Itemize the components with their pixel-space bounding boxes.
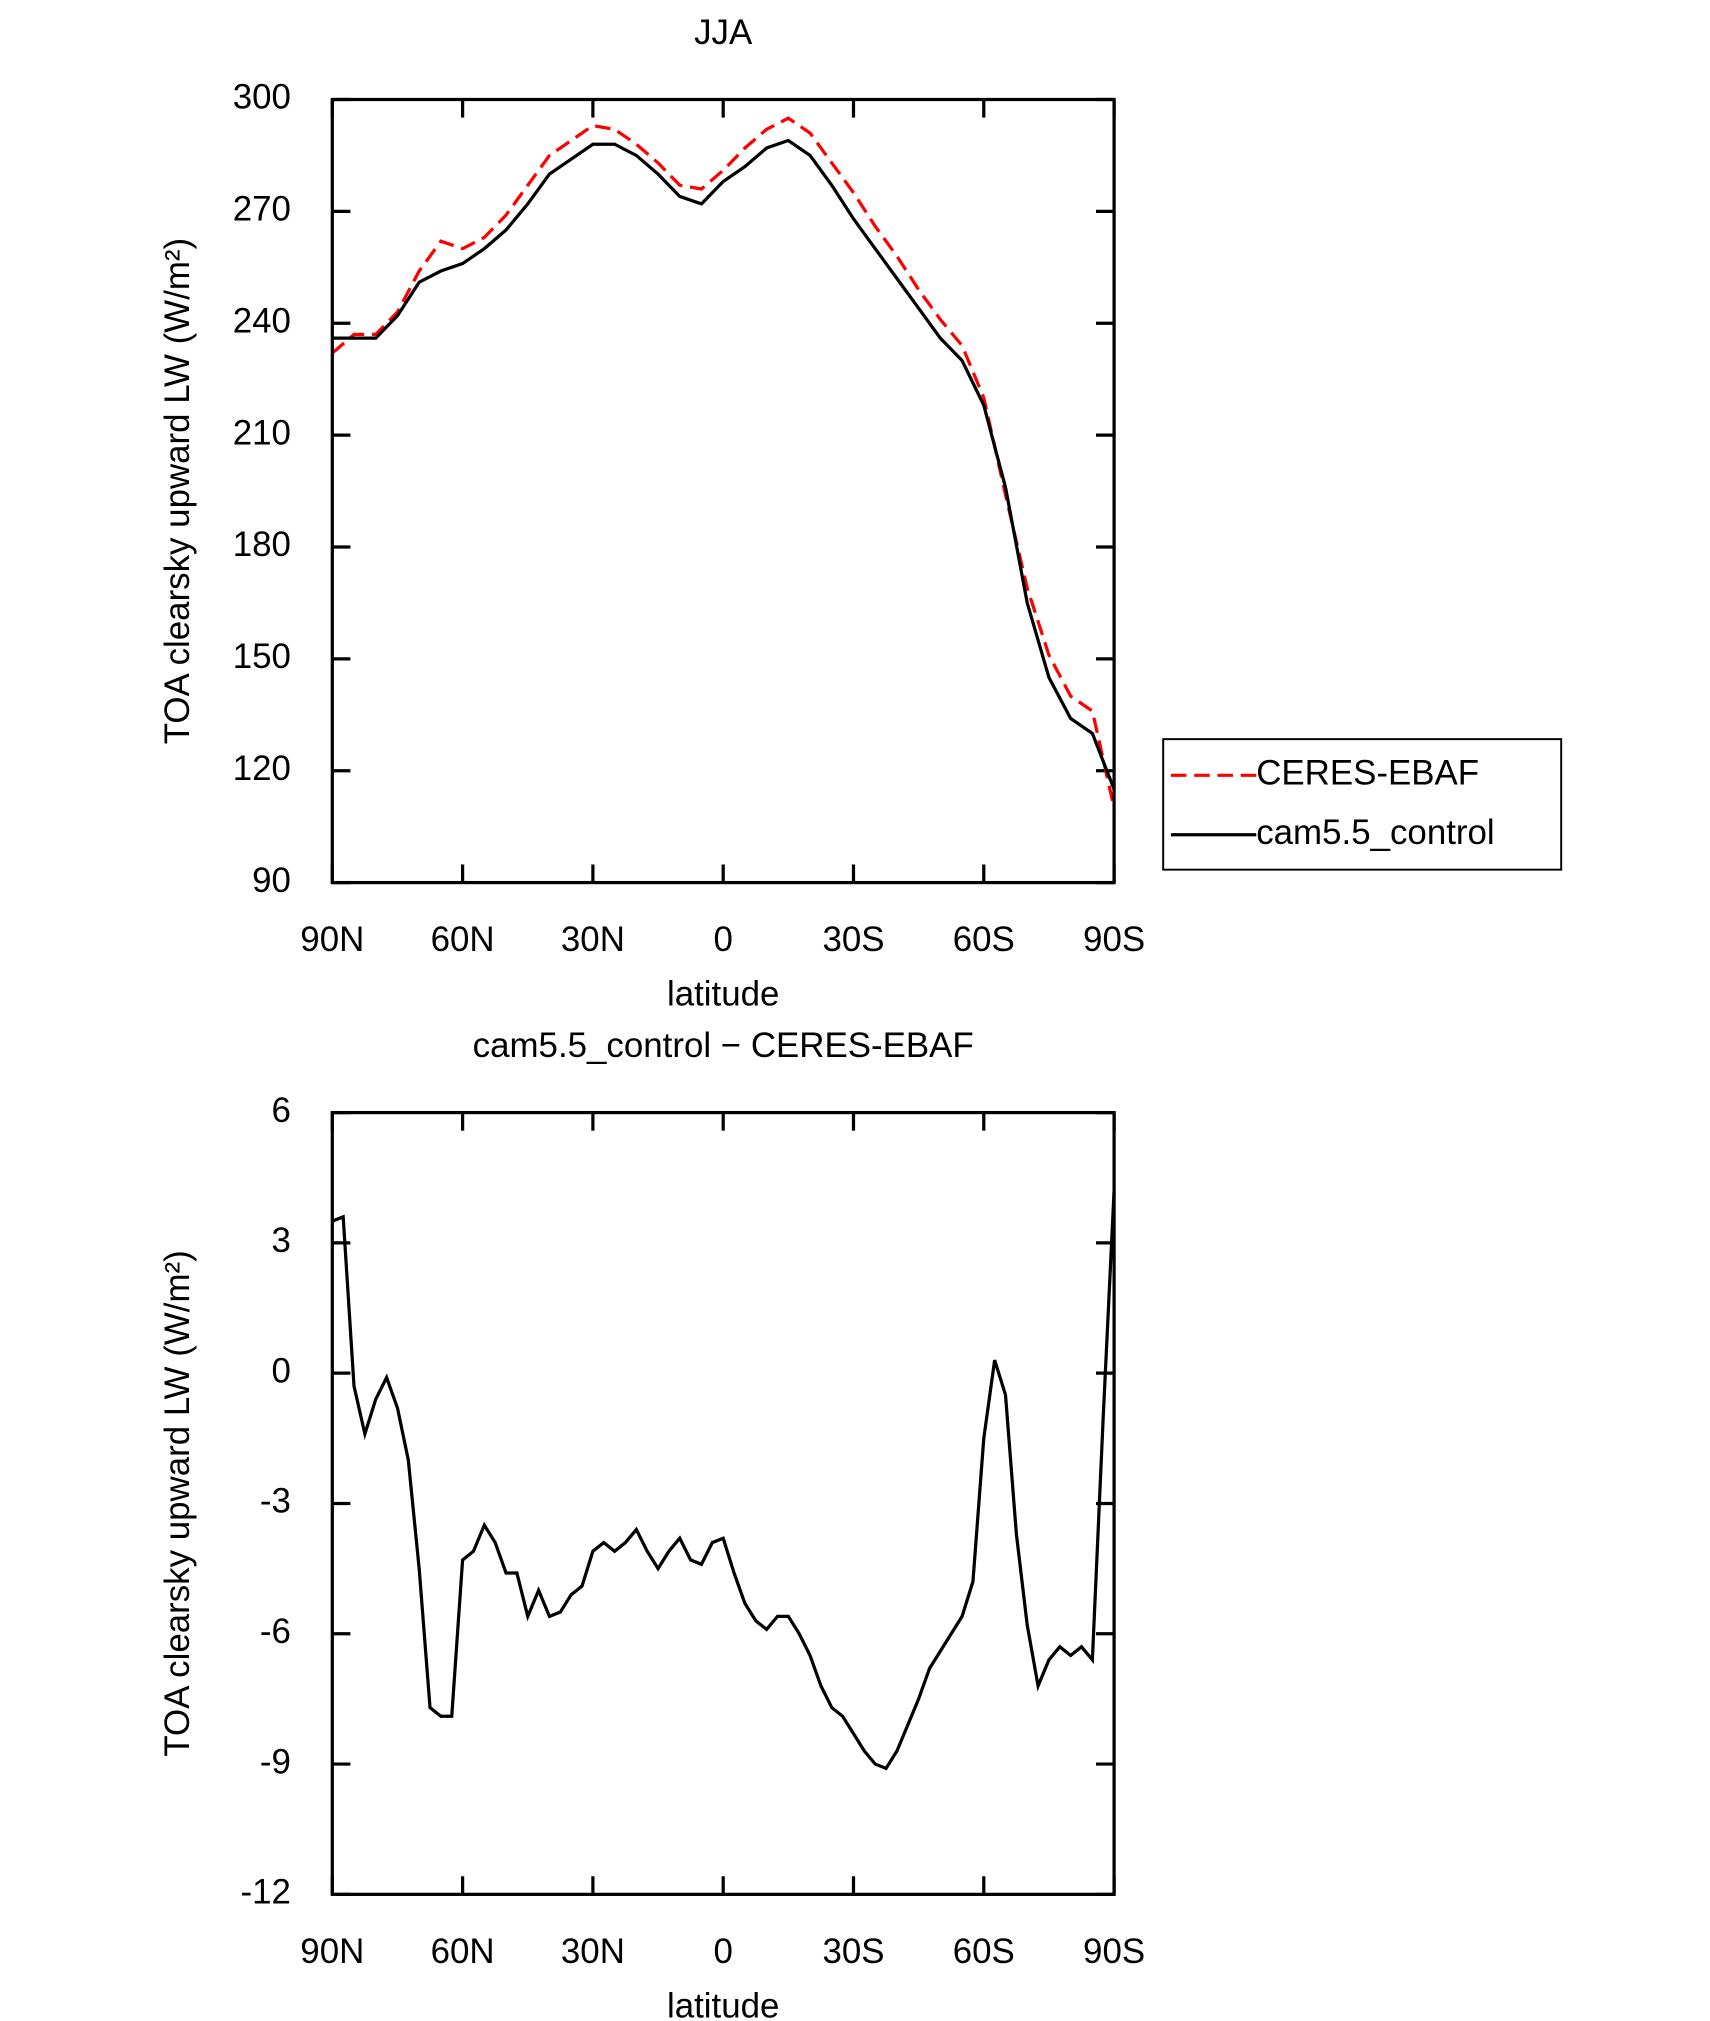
y-tick-label: -12: [241, 1873, 291, 1912]
x-tick-label: 30S: [822, 920, 884, 959]
chart-title: cam5.5_control − CERES-EBAF: [473, 1026, 974, 1065]
x-tick-label: 90N: [300, 920, 364, 959]
y-tick-label: 120: [233, 749, 291, 788]
x-tick-label: 60N: [431, 1932, 495, 1971]
plot: cam5.5_control − CERES-EBAF latitude TOA c…: [158, 1026, 1145, 2021]
x-axis-label: latitude: [667, 975, 779, 1014]
chart-title: JJA: [694, 13, 753, 52]
x-tick-label: 90N: [300, 1932, 364, 1971]
y-tick-label: -9: [260, 1742, 291, 1781]
plot-frame: [330, 1110, 1116, 1896]
y-tick-label: 150: [233, 637, 291, 676]
x-tick-label: 60N: [431, 920, 495, 959]
y-tick-label: 0: [272, 1351, 291, 1390]
y-tick-label: 300: [233, 78, 291, 117]
y-tick-label: 90: [252, 861, 291, 900]
x-tick-label: 30N: [561, 1932, 625, 1971]
legend-label: cam5.5_control: [1256, 813, 1494, 852]
y-tick-label: 270: [233, 190, 291, 229]
x-tick-label: 0: [713, 920, 732, 959]
y-tick-label: 180: [233, 525, 291, 564]
x-tick-label: 30S: [822, 1932, 884, 1971]
y-tick-label: 240: [233, 301, 291, 340]
data-line: [331, 1190, 1116, 1771]
x-axis-label: latitude: [667, 1986, 779, 2021]
y-tick-label: -6: [260, 1612, 291, 1651]
x-tick-label: 60S: [953, 920, 1015, 959]
x-tick-label: 60S: [953, 1932, 1015, 1971]
legend-label: CERES-EBAF: [1256, 754, 1479, 793]
y-tick-label: 6: [272, 1091, 291, 1130]
legend-box: [1162, 738, 1563, 871]
x-tick-label: 90S: [1083, 1932, 1145, 1971]
y-tick-label: -3: [260, 1482, 291, 1521]
x-tick-label: 90S: [1083, 920, 1145, 959]
y-tick-label: 3: [272, 1221, 291, 1260]
data-line: [331, 116, 1116, 809]
y-tick-label: 210: [233, 413, 291, 452]
data-line: [332, 138, 1116, 790]
x-tick-label: 0: [713, 1932, 732, 1971]
plot-frame: [330, 97, 1116, 885]
plot: JJA latitude TOA clearsky upward LW (W/m²)…: [158, 13, 1563, 1014]
x-tick-label: 30N: [561, 920, 625, 959]
y-axis-label: TOA clearsky upward LW (W/m²): [158, 1250, 197, 1756]
y-axis-label: TOA clearsky upward LW (W/m²): [158, 238, 197, 744]
